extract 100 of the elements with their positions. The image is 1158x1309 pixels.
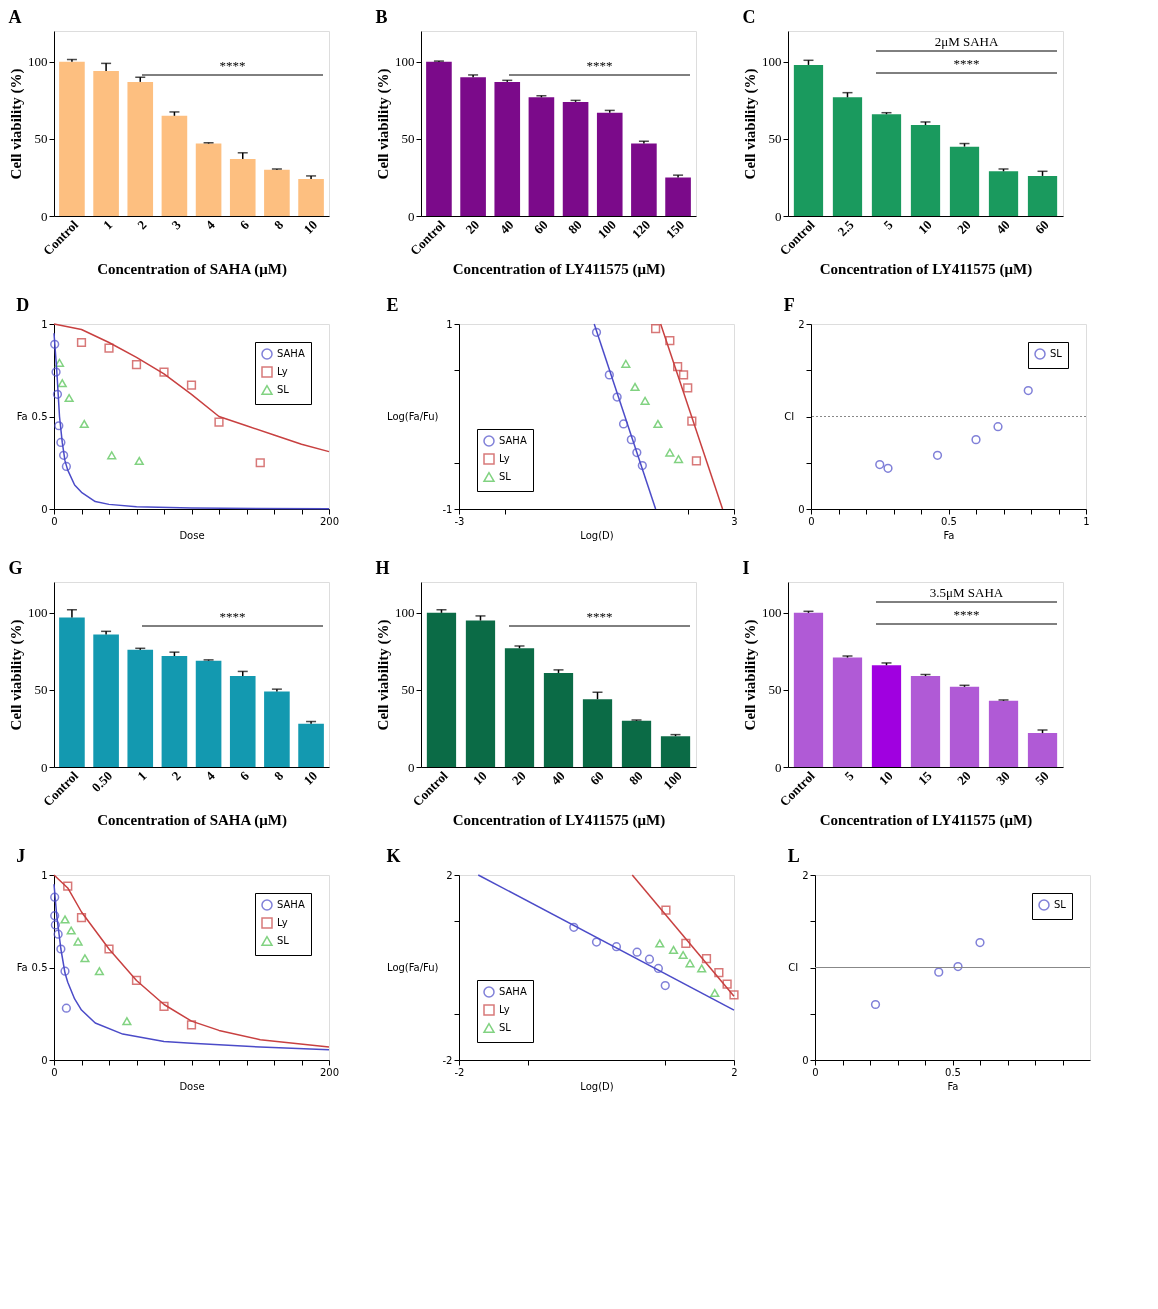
y-tick-label: 2 [446,869,453,881]
bar [298,723,324,767]
x-tick-label: 150 [662,217,688,242]
legend-label: SL [1054,899,1067,910]
x-tick-label: 0 [51,515,58,527]
x-tick-label: 20 [953,217,974,237]
point [681,938,691,949]
line-series [53,323,330,453]
bar [195,143,222,216]
point [678,950,688,960]
point [56,437,66,448]
x-tick-label: 15 [914,767,936,788]
point [621,359,631,368]
annotation: 3.5μM SAHA [929,585,1004,600]
x-axis-title: Concentration of SAHA (μM) [97,261,287,279]
x-tick-label: 60 [586,768,607,788]
chart-title: L [787,846,800,866]
annotation: **** [953,607,980,622]
x-tick-label: 200 [319,515,340,527]
point [131,975,142,986]
bar [426,612,457,767]
x-axis-title: Log(D) [580,1080,614,1092]
y-tick-label: 50 [401,131,415,147]
x-tick-label: 40 [496,217,517,237]
annotation: **** [953,56,980,71]
point [591,937,602,947]
x-tick-label: 3 [731,515,738,527]
point [612,392,622,402]
legend-label: Ly [277,366,288,377]
point [159,367,169,377]
point [59,450,69,460]
x-tick-label: 40 [547,768,568,788]
point [80,954,90,963]
legend-label: Ly [277,917,288,928]
point [104,944,114,954]
point [714,967,724,978]
x-tick-label: 80 [625,768,646,788]
point [63,881,73,891]
point [665,448,675,457]
x-axis-title: Concentration of LY411575 (μM) [452,812,666,830]
x-tick-label: 100 [594,217,619,242]
point [691,456,702,466]
point [626,435,636,445]
point [975,937,985,948]
point [953,961,963,972]
bar [793,64,824,216]
x-tick-label: 4 [202,767,219,784]
bar [793,612,824,767]
bar [264,691,290,767]
y-tick-label: 1 [446,318,453,330]
point [668,945,679,955]
point [932,450,943,460]
bar [93,634,119,767]
y-tick-label: 0 [802,1054,809,1066]
bar [988,171,1019,216]
x-tick-label: 5 [880,216,897,233]
bar [910,676,941,767]
bar [528,97,555,216]
point [644,954,655,964]
legend-label: SAHA [277,899,305,910]
y-tick-label: 0.5 [31,962,48,973]
annotation: **** [219,58,246,73]
chart-title: E [386,295,399,315]
y-axis-title: Cell viability (%) [8,68,25,180]
chart-title: B [375,7,388,27]
point [665,336,675,346]
chart-title: F [783,295,795,315]
chart-title: K [386,846,401,866]
x-tick-label: 20 [462,217,483,237]
bar [871,114,902,216]
bar [871,665,902,767]
point [159,1001,169,1011]
point [52,389,63,399]
point [50,920,60,930]
point [104,343,114,353]
y-tick-label: 100 [395,605,415,621]
y-axis-title: Log(Fa/Fu) [386,411,439,422]
y-tick-label: 100 [762,54,782,70]
y-axis-title: Cell viability (%) [742,68,759,180]
x-tick-label: 20 [953,768,974,788]
point [653,419,663,428]
x-tick-label: 1 [100,217,116,233]
bar [1027,175,1058,216]
point [53,929,63,939]
bar [621,720,652,767]
point [50,911,60,921]
x-tick-label: 10 [300,217,321,237]
bar [229,158,256,216]
x-tick-label: 80 [564,217,585,237]
point [653,963,663,974]
legend-label: SL [499,1022,512,1033]
x-tick-label: 200 [319,1066,340,1078]
y-tick-label: 0 [41,503,48,515]
bar [660,736,691,767]
point [79,419,89,428]
point [971,435,981,445]
bar [127,81,154,216]
x-axis-title: Concentration of SAHA (μM) [97,812,287,830]
bar [127,649,154,767]
bar [59,61,85,216]
